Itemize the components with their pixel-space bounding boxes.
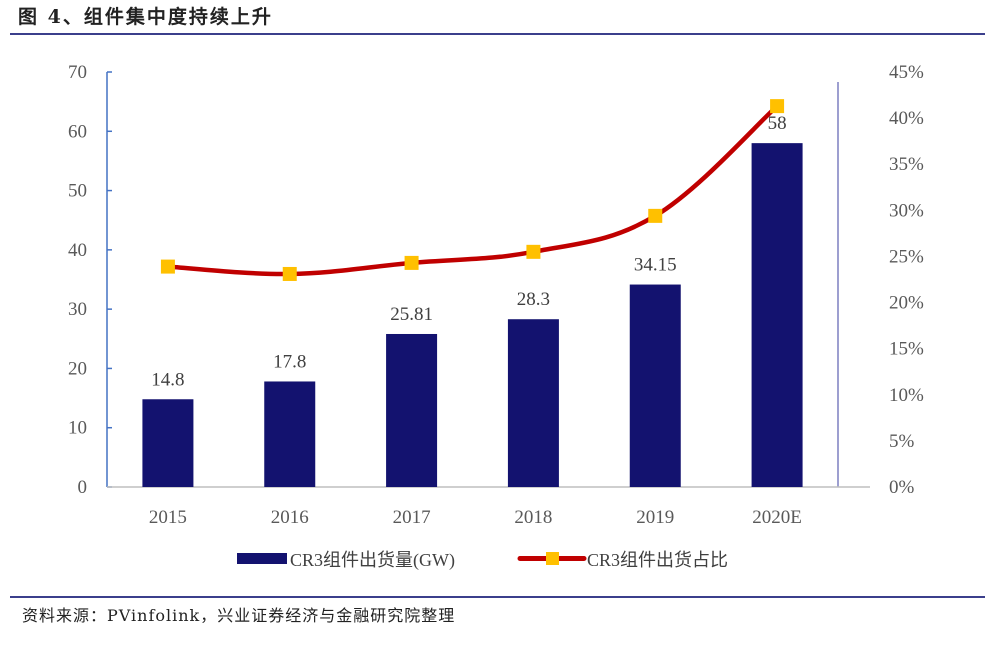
left-tick-label: 30	[68, 299, 87, 320]
line-marker	[160, 259, 175, 274]
x-tick-label: 2019	[636, 507, 674, 528]
line-marker	[648, 208, 663, 223]
left-tick-label: 50	[68, 181, 87, 202]
right-tick-label: 45%	[889, 62, 924, 83]
right-tick-label: 15%	[889, 339, 924, 360]
left-tick-label: 60	[68, 121, 87, 142]
bar-data-label: 34.15	[634, 255, 677, 276]
bar-data-label: 14.8	[151, 369, 184, 390]
bar-data-labels: 14.8 17.8 25.81 28.3 34.15 58	[151, 113, 786, 390]
legend-line-label: CR3组件出货占比	[587, 550, 728, 570]
x-tick-label: 2016	[271, 507, 309, 528]
right-tick-label: 20%	[889, 293, 924, 314]
x-tick-label: 2015	[149, 507, 187, 528]
bar-series	[142, 143, 803, 487]
right-tick-label: 30%	[889, 200, 924, 221]
right-tick-label: 35%	[889, 154, 924, 175]
title-divider	[10, 33, 985, 35]
line-marker	[526, 244, 541, 259]
line-path	[165, 103, 780, 277]
left-y-axis: 0 10 20 30 40 50 60 70	[68, 62, 112, 498]
line-series	[160, 99, 785, 281]
right-tick-label: 0%	[889, 477, 915, 498]
legend-bar-label: CR3组件出货量(GW)	[290, 550, 455, 571]
bar	[629, 284, 681, 487]
right-tick-label: 10%	[889, 385, 924, 406]
combo-chart: 0 10 20 30 40 50 60 70 0% 5% 10% 15% 20% 25% 30% 35% 40…	[68, 62, 924, 571]
line-marker	[770, 99, 785, 114]
bar	[751, 143, 803, 487]
bar	[507, 319, 559, 487]
bar-data-label: 25.81	[390, 304, 433, 325]
bar	[386, 333, 438, 487]
legend-bar-swatch	[237, 553, 287, 564]
right-tick-label: 40%	[889, 108, 924, 129]
x-axis: 2015 2016 2017 2018 2019 2020E	[107, 486, 870, 528]
left-tick-label: 10	[68, 418, 87, 439]
bar	[264, 381, 316, 487]
x-tick-label: 2020E	[752, 507, 802, 528]
x-tick-label: 2018	[514, 507, 552, 528]
right-tick-label: 25%	[889, 246, 924, 267]
left-tick-label: 20	[68, 358, 87, 379]
left-tick-label: 70	[68, 62, 87, 83]
line-marker	[404, 255, 419, 270]
source-divider	[10, 596, 985, 598]
left-tick-label: 40	[68, 240, 87, 261]
bar-data-label: 28.3	[517, 289, 550, 310]
right-tick-label: 5%	[889, 431, 915, 452]
line-marker	[282, 266, 297, 281]
figure-title: 图 4、组件集中度持续上升	[18, 6, 273, 28]
bar-data-label: 58	[768, 113, 787, 134]
right-y-axis: 0% 5% 10% 15% 20% 25% 30% 35% 40% 45%	[837, 62, 924, 498]
legend-line-marker	[546, 552, 559, 565]
bar	[142, 399, 194, 487]
bar-data-label: 17.8	[273, 351, 306, 372]
legend: CR3组件出货量(GW) CR3组件出货占比	[237, 550, 728, 571]
x-tick-label: 2017	[393, 507, 431, 528]
left-tick-label: 0	[78, 477, 88, 498]
source-note: 资料来源：PVinfolink，兴业证券经济与金融研究院整理	[22, 606, 456, 625]
